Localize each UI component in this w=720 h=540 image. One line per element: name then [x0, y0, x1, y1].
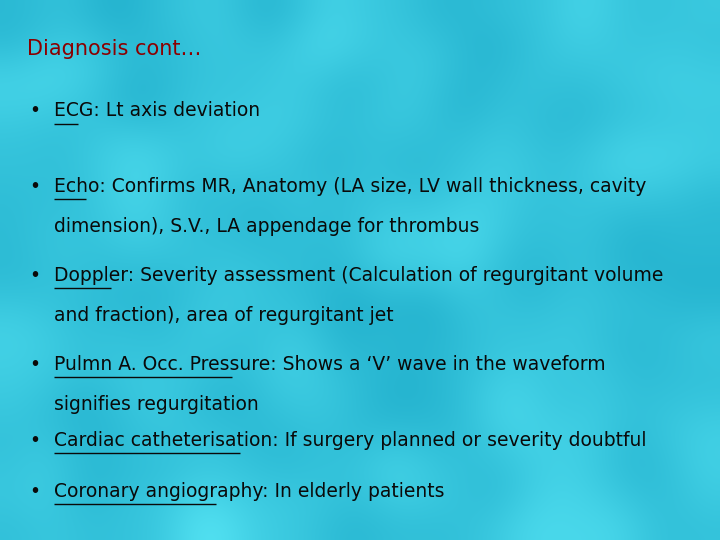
Text: •: •: [29, 430, 40, 450]
Text: and fraction), area of regurgitant jet: and fraction), area of regurgitant jet: [54, 306, 394, 326]
Text: •: •: [29, 177, 40, 196]
Text: Coronary angiography: In elderly patients: Coronary angiography: In elderly patient…: [54, 482, 444, 501]
Text: •: •: [29, 355, 40, 374]
Text: Pulmn A. Occ. Pressure: Shows a ‘V’ wave in the waveform: Pulmn A. Occ. Pressure: Shows a ‘V’ wave…: [54, 355, 606, 374]
Text: signifies regurgitation: signifies regurgitation: [54, 395, 258, 415]
Text: Diagnosis cont…: Diagnosis cont…: [27, 38, 202, 59]
Text: Echo: Confirms MR, Anatomy (LA size, LV wall thickness, cavity: Echo: Confirms MR, Anatomy (LA size, LV …: [54, 177, 647, 196]
Text: •: •: [29, 266, 40, 285]
Text: Cardiac catheterisation: If surgery planned or severity doubtful: Cardiac catheterisation: If surgery plan…: [54, 430, 647, 450]
Text: •: •: [29, 482, 40, 501]
Text: Doppler: Severity assessment (Calculation of regurgitant volume: Doppler: Severity assessment (Calculatio…: [54, 266, 663, 285]
Text: ECG: Lt axis deviation: ECG: Lt axis deviation: [54, 101, 260, 120]
Text: dimension), S.V., LA appendage for thrombus: dimension), S.V., LA appendage for throm…: [54, 217, 480, 237]
Text: •: •: [29, 101, 40, 120]
